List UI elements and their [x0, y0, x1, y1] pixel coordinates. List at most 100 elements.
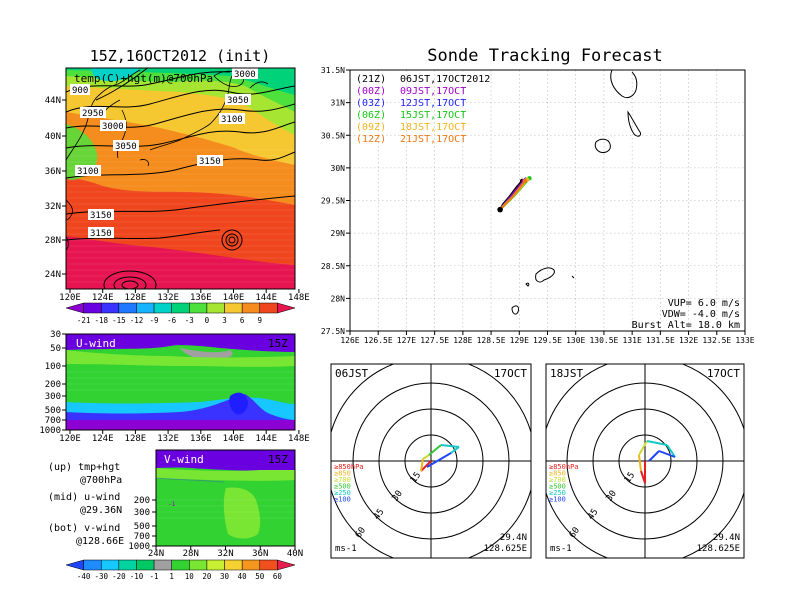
lon-tick-label: 140E	[223, 293, 245, 303]
lon-tick-label: 133E	[735, 336, 754, 345]
wind-colorbar: -40 -30 -20 -10 -1 1 10 20 30 40 50 60	[65, 559, 296, 581]
colorbar-swatch	[259, 559, 278, 571]
lon-tick-label: 126.5E	[364, 336, 393, 345]
polar-lon: 128.625E	[484, 544, 527, 554]
contour-label: 2950	[82, 109, 104, 119]
colorbar-label: 0	[205, 316, 210, 325]
lon-tick-label: 130.5E	[589, 336, 618, 345]
colorbar-swatch	[277, 559, 296, 571]
legend-time: 15JST,17OCT	[400, 110, 466, 121]
lat-tick-label: 30.5N	[321, 131, 345, 140]
colorbar-swatch	[241, 302, 261, 314]
lat-tick-label: 40N	[287, 549, 303, 559]
colorbar-swatch	[171, 559, 190, 571]
polar-date: 17OCT	[494, 367, 527, 380]
svg-text:-1: -1	[168, 501, 176, 508]
panel-legend-text: (up) tmp+hgt @700hPa (mid) u-wind @29.36…	[48, 462, 124, 547]
lon-tick-label: 148E	[288, 293, 310, 303]
colorbar-label: -15	[112, 316, 126, 325]
lat-tick-label: 31N	[331, 99, 346, 108]
pressure-tick-label: 30	[50, 330, 61, 340]
lon-tick-label: 127E	[397, 336, 416, 345]
colorbar-label: 40	[238, 572, 248, 581]
contour-label: 3000	[102, 122, 124, 132]
lat-tick-label: 36N	[45, 167, 61, 177]
lon-tick-label: 128E	[125, 434, 147, 444]
polar-time: 06JST	[335, 367, 368, 380]
hodograph-segment	[450, 446, 460, 454]
contour-label: 3150	[90, 229, 112, 239]
level-legend: ≥850	[334, 470, 351, 478]
pressure-tick-label: 50	[50, 344, 61, 354]
colorbar-label: -30	[94, 572, 108, 581]
lat-tick-label: 32N	[45, 202, 61, 212]
lon-tick-label: 140E	[223, 434, 245, 444]
contour-label: 3150	[90, 211, 112, 221]
colorbar-label: 50	[255, 572, 265, 581]
legend-mid-line1: (mid) u-wind	[48, 492, 120, 503]
trajectory-line	[499, 179, 527, 211]
level-legend: ≥100	[334, 496, 351, 504]
lon-tick-label: 136E	[190, 293, 212, 303]
polar-units: ms-1	[550, 544, 572, 554]
colorbar-label: 30	[220, 572, 230, 581]
colorbar-label: -21	[77, 316, 91, 325]
legend-code: (21Z)	[356, 74, 386, 85]
lat-tick-label: 29N	[331, 229, 346, 238]
colorbar-swatch	[241, 559, 261, 571]
colorbar-swatch	[171, 302, 190, 314]
lon-tick-label: 127.5E	[420, 336, 449, 345]
hodograph-segment	[428, 444, 442, 456]
level-legend: ≥850hPa	[549, 463, 579, 471]
trajectory-endpoint	[522, 178, 528, 184]
tracking-map	[350, 70, 745, 331]
pressure-tick-label: 500	[134, 522, 150, 532]
lat-tick-label: 30N	[331, 164, 346, 173]
colorbar-label: -12	[130, 316, 144, 325]
colorbar-swatch	[189, 559, 208, 571]
colorbar-label: 10	[185, 572, 195, 581]
pressure-tick-label: 300	[134, 508, 150, 518]
vwind-lat-ticks: 24N 28N 32N 36N 40N	[148, 546, 303, 559]
lat-tick-label: 44N	[45, 96, 61, 106]
map-lat-ticks: 44N 40N 36N 32N 28N 24N	[45, 96, 66, 280]
lon-tick-label: 132E	[157, 434, 179, 444]
hodograph-segment	[646, 440, 668, 446]
hodograph-segment	[426, 452, 452, 468]
hodograph-segment	[638, 440, 648, 456]
map-coastlines	[66, 69, 269, 251]
uwind-frame	[65, 333, 296, 431]
lon-tick-label: 132.5E	[702, 336, 731, 345]
polar-date: 17OCT	[707, 367, 740, 380]
lon-tick-label: 129E	[510, 336, 529, 345]
polar-time: 18JST	[550, 367, 583, 380]
lon-tick-label: 144E	[255, 293, 277, 303]
lon-tick-label: 124E	[92, 293, 114, 303]
lon-tick-label: 130E	[566, 336, 585, 345]
colorbar-label: -18	[94, 316, 108, 325]
launch-point	[497, 206, 503, 213]
level-legend: ≥700	[549, 476, 566, 484]
pressure-tick-label: 700	[45, 416, 61, 426]
colorbar-label: 60	[273, 572, 283, 581]
level-legend: ≥700	[334, 476, 351, 484]
map-title: 15Z,16OCT2012 (init)	[90, 47, 271, 65]
tracking-title: Sonde Tracking Forecast	[427, 46, 662, 66]
pressure-tick-label: 700	[134, 532, 150, 542]
pressure-tick-label: 300	[45, 392, 61, 402]
contour-label: 3150	[199, 157, 221, 167]
legend-up-line1: (up) tmp+hgt	[48, 462, 120, 473]
colorbar-label: -6	[167, 316, 177, 325]
colorbar-swatch	[136, 302, 155, 314]
map-variable-label: temp(C)+hgt(m)@700hPa	[74, 72, 213, 85]
map-lon-ticks: 120E 124E 128E 132E 136E 140E 144E 148E	[59, 289, 310, 303]
legend-bot-line1: (bot) v-wind	[48, 523, 120, 534]
lat-tick-label: 24N	[45, 270, 61, 280]
colorbar-swatch	[206, 559, 225, 571]
hodograph-segment	[420, 458, 424, 472]
colorbar-swatch	[83, 559, 102, 571]
colorbar-swatch	[65, 559, 84, 571]
